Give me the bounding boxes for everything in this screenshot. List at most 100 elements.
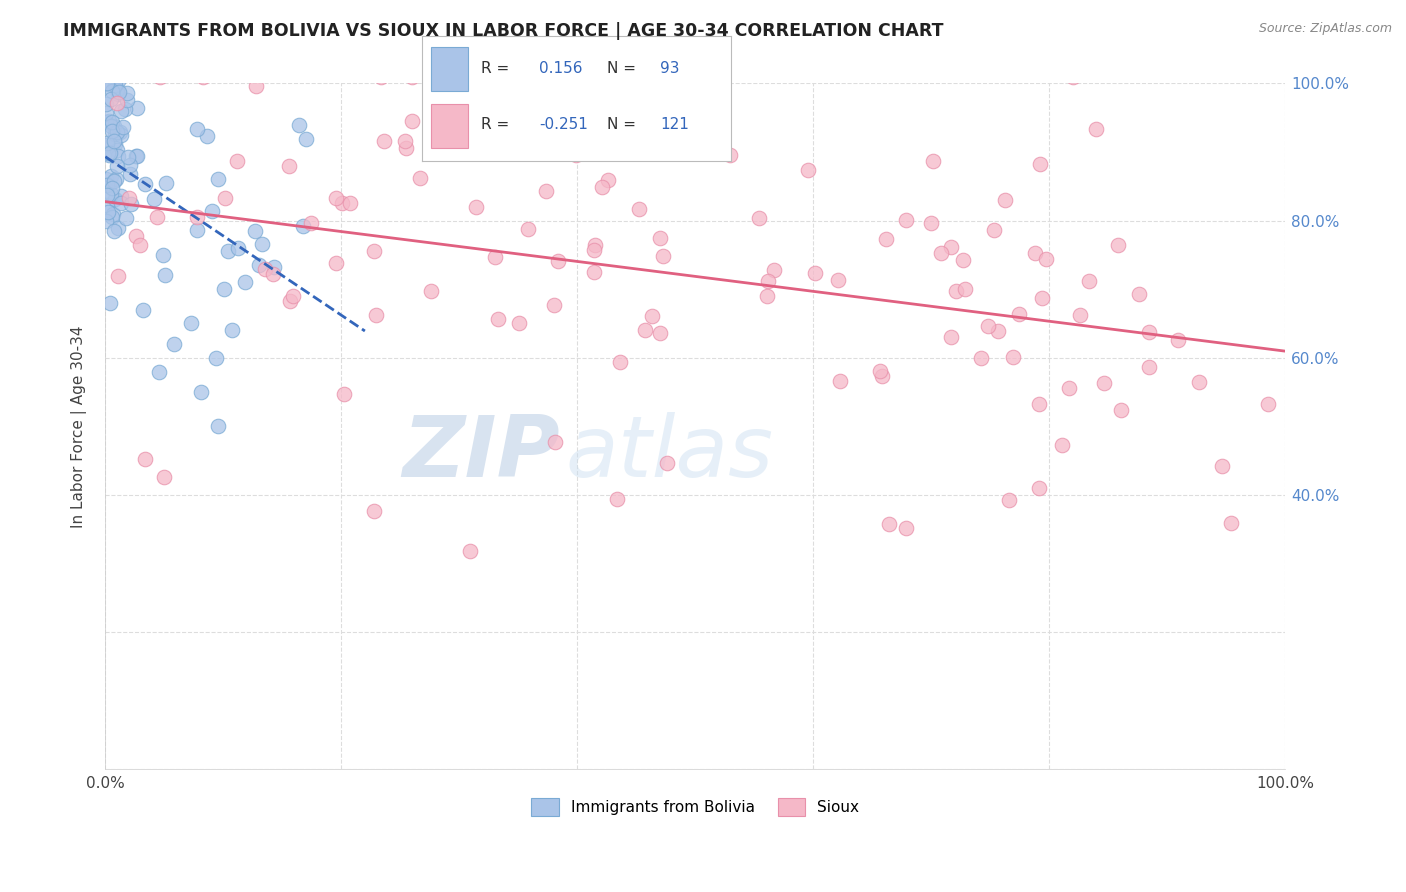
Point xyxy=(243,224,266,238)
Point xyxy=(1085,122,1108,136)
Point xyxy=(105,96,128,111)
Point xyxy=(458,544,481,558)
Point xyxy=(235,276,257,290)
Point xyxy=(1109,403,1132,417)
Point xyxy=(107,74,129,88)
Point xyxy=(97,148,120,162)
Point xyxy=(129,238,152,252)
Point xyxy=(148,364,170,378)
Point xyxy=(217,244,239,258)
Text: 93: 93 xyxy=(659,62,679,77)
Point xyxy=(1002,350,1025,364)
Text: Source: ZipAtlas.com: Source: ZipAtlas.com xyxy=(1258,22,1392,36)
Point xyxy=(970,351,993,365)
Text: N =: N = xyxy=(607,62,641,77)
Point xyxy=(896,213,918,227)
Point xyxy=(983,223,1005,237)
Point xyxy=(105,125,128,139)
Point xyxy=(828,374,851,388)
Point xyxy=(486,311,509,326)
Point xyxy=(253,262,276,277)
Point xyxy=(648,326,671,340)
Text: -0.251: -0.251 xyxy=(540,118,588,133)
Point xyxy=(117,93,139,107)
Point xyxy=(718,147,741,161)
Point xyxy=(1137,360,1160,375)
Point xyxy=(108,125,131,139)
Point xyxy=(263,260,285,275)
Point xyxy=(1069,308,1091,322)
Point xyxy=(363,244,385,259)
Point xyxy=(591,179,613,194)
Point xyxy=(103,119,125,133)
Point xyxy=(125,149,148,163)
Legend: Immigrants from Bolivia, Sioux: Immigrants from Bolivia, Sioux xyxy=(523,790,868,823)
Point xyxy=(110,196,132,211)
Point xyxy=(1028,397,1050,411)
Point xyxy=(110,188,132,202)
Point xyxy=(100,119,122,133)
Point xyxy=(120,197,142,211)
Point xyxy=(1035,252,1057,267)
Point xyxy=(98,113,121,128)
Point xyxy=(953,282,976,296)
Point xyxy=(117,150,139,164)
Point xyxy=(756,274,779,288)
Bar xyxy=(432,47,468,91)
Point xyxy=(103,134,125,148)
Point xyxy=(163,337,186,351)
Point xyxy=(100,187,122,202)
Point xyxy=(214,191,236,205)
Point xyxy=(98,296,121,310)
Point xyxy=(640,309,662,323)
Point xyxy=(922,153,945,168)
Point xyxy=(1092,376,1115,390)
Point xyxy=(517,221,540,235)
Point xyxy=(262,267,284,281)
Point xyxy=(96,137,118,152)
Point xyxy=(827,273,849,287)
Point xyxy=(333,386,356,401)
Point xyxy=(195,129,218,144)
Point xyxy=(107,269,129,284)
Point xyxy=(207,419,229,434)
Point xyxy=(100,124,122,138)
Point xyxy=(1028,156,1050,170)
Point xyxy=(583,265,606,279)
Point xyxy=(994,193,1017,207)
Point xyxy=(250,237,273,252)
Point xyxy=(125,149,148,163)
Point xyxy=(598,173,620,187)
Point xyxy=(1108,237,1130,252)
Point xyxy=(134,452,156,467)
Point xyxy=(96,76,118,90)
Point xyxy=(409,170,432,185)
Point xyxy=(678,124,700,138)
Point xyxy=(96,187,118,202)
Point xyxy=(125,228,148,243)
Point xyxy=(205,351,228,365)
Point xyxy=(987,324,1010,338)
Point xyxy=(543,298,565,312)
Point xyxy=(484,250,506,264)
Point xyxy=(110,103,132,118)
Point xyxy=(536,184,558,198)
Point xyxy=(394,134,416,148)
Point xyxy=(104,78,127,93)
Point xyxy=(920,216,942,230)
Point xyxy=(1167,333,1189,347)
Point xyxy=(1078,274,1101,288)
Point xyxy=(104,192,127,206)
Point xyxy=(1050,438,1073,452)
Point xyxy=(547,254,569,268)
Text: R =: R = xyxy=(481,118,513,133)
Point xyxy=(530,120,553,134)
Point xyxy=(332,196,354,211)
Point xyxy=(120,157,142,171)
Point xyxy=(180,317,202,331)
Point xyxy=(100,169,122,184)
Text: 121: 121 xyxy=(659,118,689,133)
Point xyxy=(104,171,127,186)
Point xyxy=(547,118,569,132)
Point xyxy=(110,128,132,143)
